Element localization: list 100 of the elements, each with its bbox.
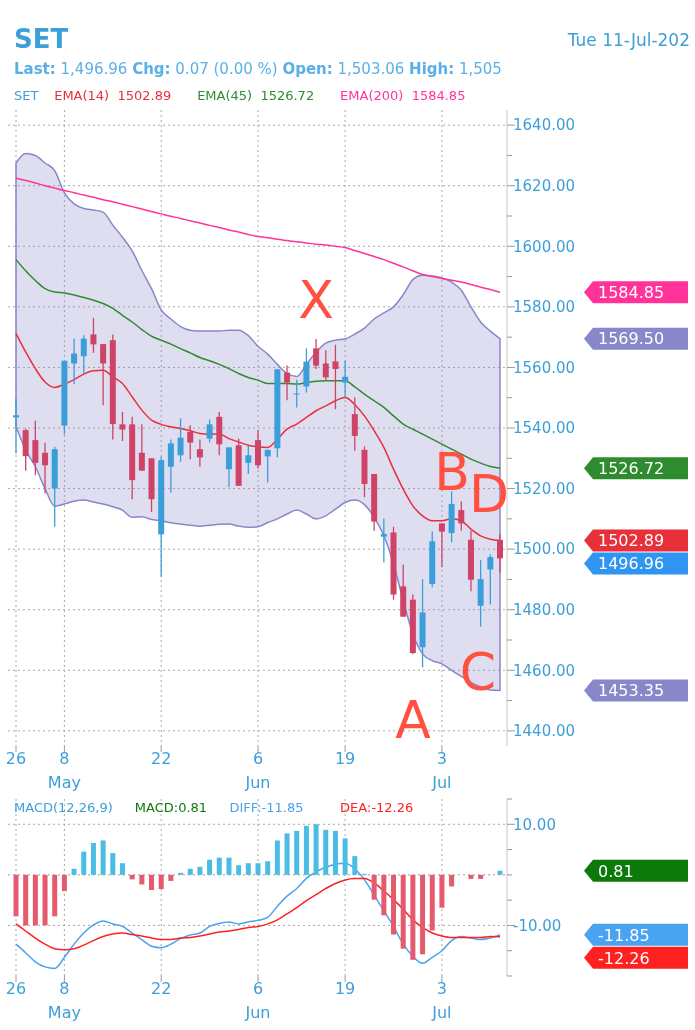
y-tick-label: 1560.00 xyxy=(513,358,576,377)
candlestick xyxy=(13,397,19,455)
bar xyxy=(323,829,329,875)
bar xyxy=(61,874,67,892)
text: 1453.35 xyxy=(598,681,665,701)
bar xyxy=(400,874,406,949)
text: EMA(14) xyxy=(54,88,110,103)
bar xyxy=(178,872,184,875)
candlestick xyxy=(487,553,494,606)
bar xyxy=(439,874,445,908)
candlestick xyxy=(100,343,107,406)
y-tick-label: 1640.00 xyxy=(513,116,576,135)
bar xyxy=(168,874,174,881)
bar xyxy=(236,865,242,875)
bar xyxy=(332,830,338,875)
x-tick-label: 26 xyxy=(5,749,27,768)
x-tick-label: 8 May xyxy=(47,979,81,1022)
bar xyxy=(13,874,19,917)
candlestick xyxy=(71,338,78,385)
bar xyxy=(90,843,96,875)
annotation: -11.85 xyxy=(261,800,304,815)
text: EMA(200) xyxy=(340,88,404,103)
bar xyxy=(429,874,435,931)
bar xyxy=(371,874,377,900)
text: DEA: xyxy=(340,800,372,815)
bar xyxy=(391,874,397,935)
y-tick-label: 1460.00 xyxy=(513,661,576,680)
candlestick xyxy=(322,349,329,382)
text: -12.26 xyxy=(598,948,650,968)
bar xyxy=(52,874,58,917)
annotation: X xyxy=(298,270,334,330)
y-tick-label: 1620.00 xyxy=(513,176,576,195)
x-tick-label: 19 xyxy=(334,749,356,768)
candlestick xyxy=(167,438,174,494)
candlestick xyxy=(177,417,184,463)
candlestick xyxy=(245,445,252,475)
candlestick xyxy=(264,449,271,484)
x-tick-label: 3 Jul xyxy=(431,979,452,1022)
x-tick-label: 22 xyxy=(151,979,172,998)
bar xyxy=(245,863,251,875)
candlestick xyxy=(342,360,349,399)
y-tick-label: 10.00 xyxy=(513,815,556,834)
text: 1526.72 xyxy=(598,458,665,478)
bar xyxy=(81,851,87,875)
bar xyxy=(352,856,358,875)
candlestick xyxy=(119,411,126,442)
bar xyxy=(187,868,193,875)
annotation: -12.26 xyxy=(371,800,414,815)
text: 1502.89 xyxy=(117,88,172,103)
x-tick-label: 19 xyxy=(334,979,356,998)
line-series xyxy=(15,877,501,951)
text: 1496.96 xyxy=(598,554,665,574)
bar xyxy=(100,840,106,875)
text: MACD: xyxy=(134,800,179,815)
bar xyxy=(226,857,232,875)
candlestick xyxy=(284,364,291,401)
text: DIFF: xyxy=(229,800,262,815)
text: 1526.72 xyxy=(260,88,315,103)
bar xyxy=(284,833,290,875)
candlestick xyxy=(313,338,320,370)
candlestick xyxy=(42,442,49,495)
line-series xyxy=(15,862,501,970)
candlestick xyxy=(206,418,213,444)
candlestick xyxy=(225,446,232,489)
candlestick xyxy=(332,344,339,410)
bar xyxy=(449,874,455,887)
candlestick xyxy=(380,518,387,564)
bar xyxy=(23,874,29,926)
bar xyxy=(381,874,387,916)
annotation: A xyxy=(395,690,432,750)
x-tick-label: 3 Jul xyxy=(431,749,452,792)
candlestick xyxy=(497,533,503,574)
x-tick-label: 22 xyxy=(151,749,172,768)
bar xyxy=(420,874,426,955)
bar xyxy=(478,874,484,879)
bar xyxy=(207,859,213,875)
candlestick xyxy=(187,424,194,460)
text: 0.81 xyxy=(598,861,634,881)
chart-subtitle: Last: 1,496.96 Chg: 0.07 (0.00 %) Open: 1,503.06 High: 1,505 xyxy=(14,60,502,78)
text: Tue 11-Jul-202 xyxy=(566,30,690,50)
chart-title: SET xyxy=(14,24,69,54)
x-tick-label: 6 Jun xyxy=(244,979,271,1022)
bar xyxy=(410,874,416,960)
bar xyxy=(303,825,309,875)
bar xyxy=(265,861,271,875)
bar xyxy=(274,840,280,875)
text: 1569.50 xyxy=(598,329,665,349)
annotation: 0.81 xyxy=(178,800,208,815)
bar xyxy=(497,870,503,875)
candlestick xyxy=(351,396,358,452)
bar xyxy=(42,874,48,926)
y-tick-label: 1600.00 xyxy=(513,237,576,256)
candlestick xyxy=(196,438,203,468)
bar xyxy=(313,824,319,875)
text: 1584.85 xyxy=(598,282,665,302)
y-tick-label: -10.00 xyxy=(513,916,562,935)
bar xyxy=(158,874,164,890)
bar xyxy=(255,863,261,875)
candlestick xyxy=(90,317,97,354)
text: 1584.85 xyxy=(411,88,466,103)
